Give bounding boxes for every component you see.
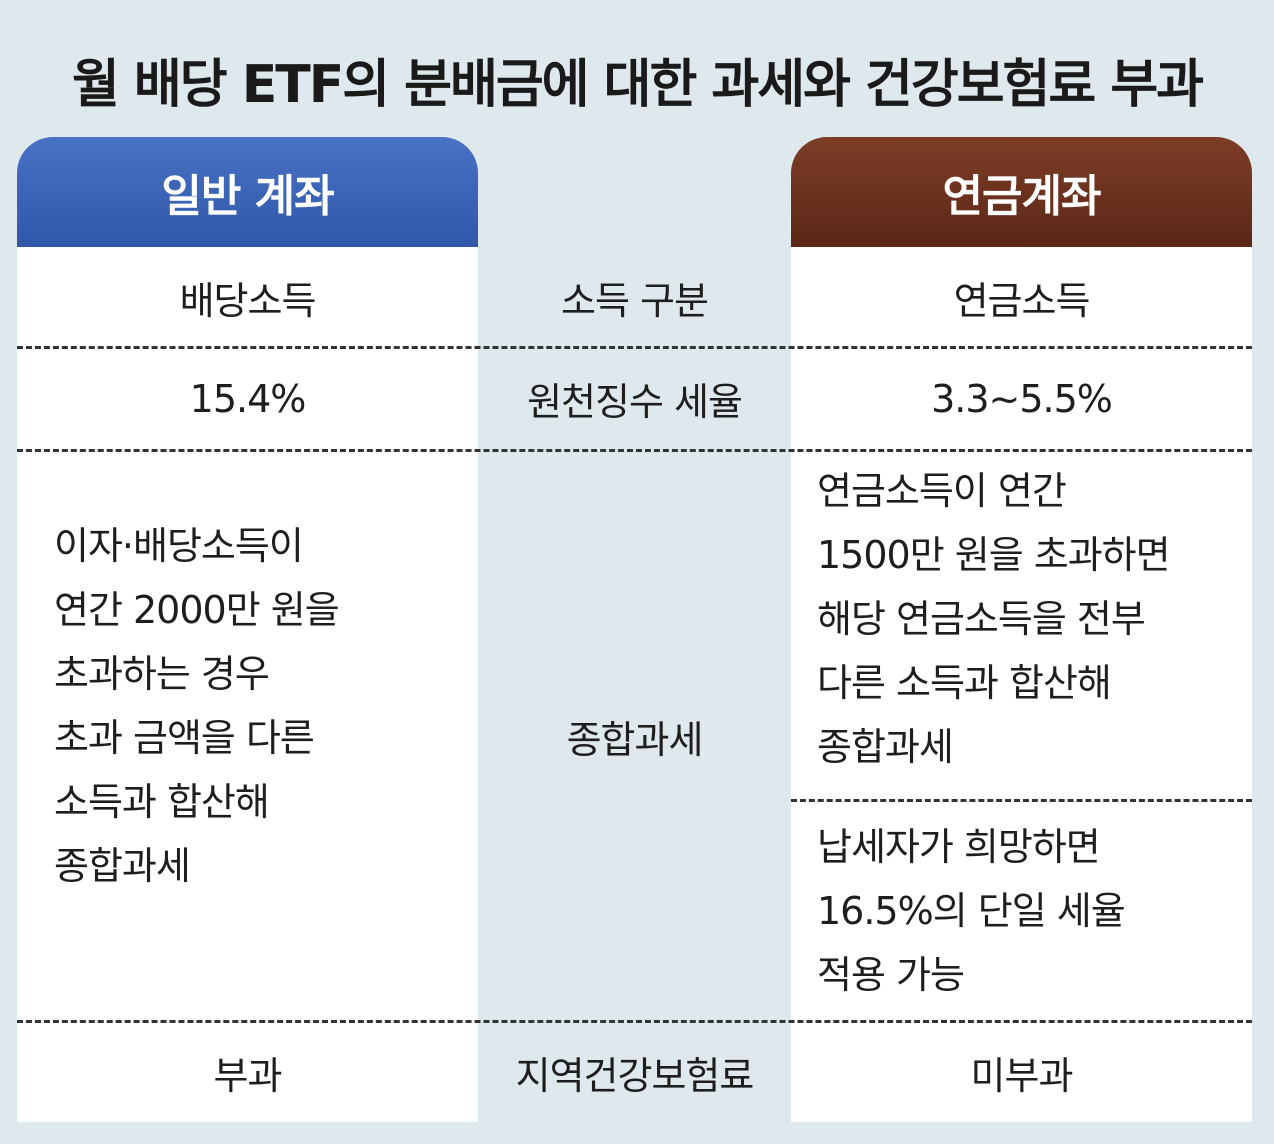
general-tax-line: 연간 2000만 원을 <box>54 588 340 632</box>
general-health-insurance: 부과 <box>213 1053 283 1098</box>
pension-tax-line: 연금소득이 연간 <box>817 469 1067 513</box>
pension-account-header: 연금계좌 <box>791 137 1252 247</box>
row-divider <box>17 449 1252 452</box>
general-tax-line: 종합과세 <box>54 844 191 888</box>
pension-option-line: 16.5%의 단일 세율 <box>817 889 1126 933</box>
pension-withholding-rate: 3.3~5.5% <box>931 376 1113 421</box>
general-tax-line: 초과 금액을 다른 <box>54 716 315 760</box>
pension-inner-divider <box>791 799 1252 802</box>
general-tax-line: 초과하는 경우 <box>54 652 270 696</box>
general-tax-line: 소득과 합산해 <box>54 780 270 824</box>
pension-account-column: 연금소득 3.3~5.5% 연금소득이 연간 1500만 원을 초과하면 해당 … <box>791 247 1252 1122</box>
pension-tax-line: 해당 연금소득을 전부 <box>817 597 1146 641</box>
row-label-income-type: 소득 구분 <box>561 278 709 323</box>
row-label-comprehensive-tax: 종합과세 <box>566 717 704 762</box>
pension-single-rate-option: 납세자가 희망하면 16.5%의 단일 세율 적용 가능 <box>791 800 1252 1022</box>
pension-health-insurance: 미부과 <box>970 1053 1074 1098</box>
general-account-header: 일반 계좌 <box>17 137 478 247</box>
general-income-type: 배당소득 <box>179 278 317 323</box>
general-tax-line: 이자·배당소득이 <box>54 524 304 568</box>
row-divider <box>17 346 1252 349</box>
pension-tax-line: 다른 소득과 합산해 <box>817 661 1112 705</box>
row-divider <box>17 1020 1252 1023</box>
pension-tax-line: 종합과세 <box>817 725 954 769</box>
pension-tax-line: 1500만 원을 초과하면 <box>817 533 1171 577</box>
general-account-column: 배당소득 15.4% 이자·배당소득이 연간 2000만 원을 초과하는 경우 … <box>17 247 478 1122</box>
general-comprehensive-tax: 이자·배당소득이 연간 2000만 원을 초과하는 경우 초과 금액을 다른 소… <box>17 450 478 1022</box>
pension-income-type: 연금소득 <box>953 278 1091 323</box>
pension-option-line: 납세자가 희망하면 <box>817 825 1101 869</box>
pension-option-line: 적용 가능 <box>817 953 965 997</box>
row-label-health-insurance: 지역건강보험료 <box>515 1053 755 1098</box>
pension-comprehensive-tax-condition: 연금소득이 연간 1500만 원을 초과하면 해당 연금소득을 전부 다른 소득… <box>791 450 1252 800</box>
page-title: 월 배당 ETF의 분배금에 대한 과세와 건강보험료 부과 <box>71 55 1204 115</box>
row-label-withholding-rate: 원천징수 세율 <box>527 380 743 424</box>
general-withholding-rate: 15.4% <box>189 376 307 421</box>
